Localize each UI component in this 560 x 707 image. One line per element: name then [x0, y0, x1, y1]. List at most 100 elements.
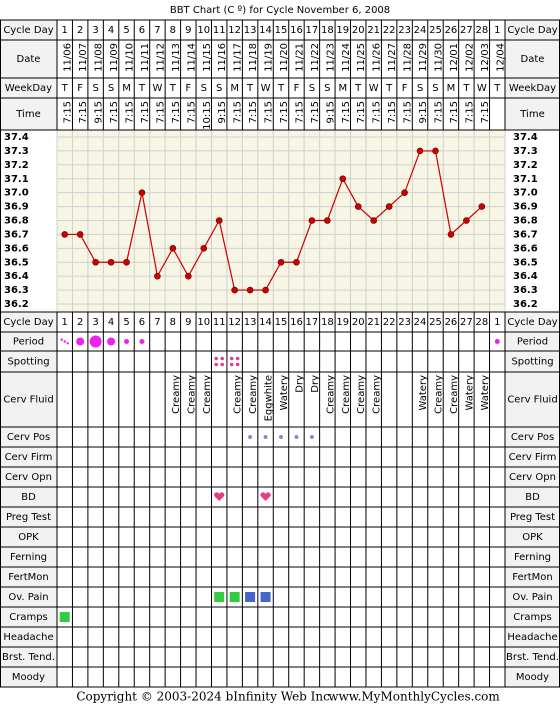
date: 11/20	[279, 43, 290, 72]
cycle-day: 27	[460, 317, 473, 328]
date: 11/07	[78, 43, 89, 72]
weekday: M	[122, 83, 131, 94]
date: 11/29	[418, 43, 429, 72]
date: 11/18	[248, 43, 259, 72]
row-label: Brst. Tend.	[2, 652, 55, 663]
label-cell	[0, 587, 57, 607]
spotting-icon	[214, 356, 219, 361]
cerv-fluid: Creamy	[248, 375, 259, 414]
y-tick-label: 37.2	[513, 160, 538, 171]
row-label: Period	[517, 337, 548, 348]
cycle-day: 20	[352, 317, 365, 328]
label-cell	[505, 427, 560, 447]
chart-title: BBT Chart (C º) for Cycle November 6, 20…	[170, 5, 390, 16]
row-label: Ferning	[10, 552, 47, 563]
weekday: W	[369, 83, 379, 94]
time: 7:15	[186, 101, 197, 123]
row-label: Cycle Day	[3, 317, 53, 328]
cycle-day: 28	[475, 317, 488, 328]
weekday: W	[261, 83, 271, 94]
cycle-day: 2	[77, 317, 83, 328]
ov-pain-icon	[214, 592, 225, 602]
time: 7:15	[125, 101, 136, 123]
row-label: Period	[13, 337, 44, 348]
cycle-day: 28	[475, 25, 488, 36]
cycle-day: 21	[367, 317, 380, 328]
date: 11/26	[372, 43, 383, 72]
cycle-day: 23	[398, 317, 411, 328]
date: 11/25	[356, 43, 367, 72]
cycle-day: 14	[259, 317, 272, 328]
time: 7:15	[464, 101, 475, 123]
date: 11/24	[341, 43, 352, 72]
cycle-day: 25	[429, 25, 442, 36]
y-tick-label: 37.0	[4, 188, 29, 199]
weekday: S	[216, 83, 222, 94]
label-cell	[505, 78, 560, 98]
temp-point	[215, 217, 223, 224]
time: 7:15	[372, 101, 383, 123]
cycle-day: 5	[123, 317, 129, 328]
label-cell	[505, 467, 560, 487]
row-label: Time	[15, 109, 40, 120]
date: 11/28	[403, 43, 414, 72]
label-cell	[0, 351, 57, 372]
label-cell	[505, 567, 560, 587]
label-cell	[0, 372, 57, 427]
temp-point	[432, 147, 439, 155]
cerv-pos-icon	[294, 435, 299, 439]
date: 12/01	[449, 43, 460, 72]
y-tick-label: 37.0	[513, 188, 538, 199]
label-cell	[505, 332, 560, 351]
row-label: Cerv Opn	[509, 472, 556, 483]
date: 11/06	[63, 43, 74, 72]
period-icon	[107, 337, 116, 346]
weekday: W	[152, 83, 162, 94]
row-label: Headache	[507, 632, 557, 643]
time: 7:15	[63, 101, 74, 123]
weekday: S	[201, 83, 207, 94]
weekday: F	[294, 83, 300, 94]
temp-point	[478, 203, 486, 210]
cycle-day: 26	[445, 317, 458, 328]
label-cell	[0, 627, 57, 647]
label-cell	[0, 527, 57, 547]
cycle-day: 26	[445, 25, 458, 36]
label-cell	[0, 487, 57, 507]
cycle-day: 1	[494, 25, 500, 36]
weekday: T	[354, 83, 362, 94]
weekday: W	[477, 83, 487, 94]
date: 12/02	[464, 43, 475, 72]
label-cell	[0, 667, 57, 687]
cycle-day: 22	[383, 25, 396, 36]
date: 11/23	[325, 43, 336, 72]
time: 7:15	[78, 101, 89, 123]
cycle-day: 10	[197, 25, 210, 36]
row-label: Preg Test	[6, 512, 51, 523]
temp-point	[262, 286, 269, 294]
y-tick-label: 36.8	[4, 216, 29, 227]
date: 11/22	[310, 43, 321, 72]
weekday: F	[402, 83, 408, 94]
temp-point	[200, 245, 208, 252]
period-icon	[124, 339, 130, 344]
ov-pain-icon	[229, 592, 240, 602]
cycle-day: 9	[185, 25, 191, 36]
row-label: Date	[17, 54, 41, 65]
temp-point	[463, 217, 470, 224]
y-tick-label: 37.4	[513, 132, 538, 143]
time: 7:15	[294, 101, 305, 123]
cycle-day: 2	[77, 25, 83, 36]
label-cell	[505, 372, 560, 427]
label-cell	[505, 351, 560, 372]
cerv-fluid: Creamy	[202, 375, 213, 414]
date: 11/09	[109, 43, 120, 72]
time: 7:15	[248, 101, 259, 123]
time: 7:15	[403, 101, 414, 123]
label-cell	[505, 627, 560, 647]
temp-point	[401, 189, 408, 196]
weekday: T	[462, 83, 470, 94]
cycle-day: 24	[414, 317, 427, 328]
cycle-day: 14	[259, 25, 272, 36]
